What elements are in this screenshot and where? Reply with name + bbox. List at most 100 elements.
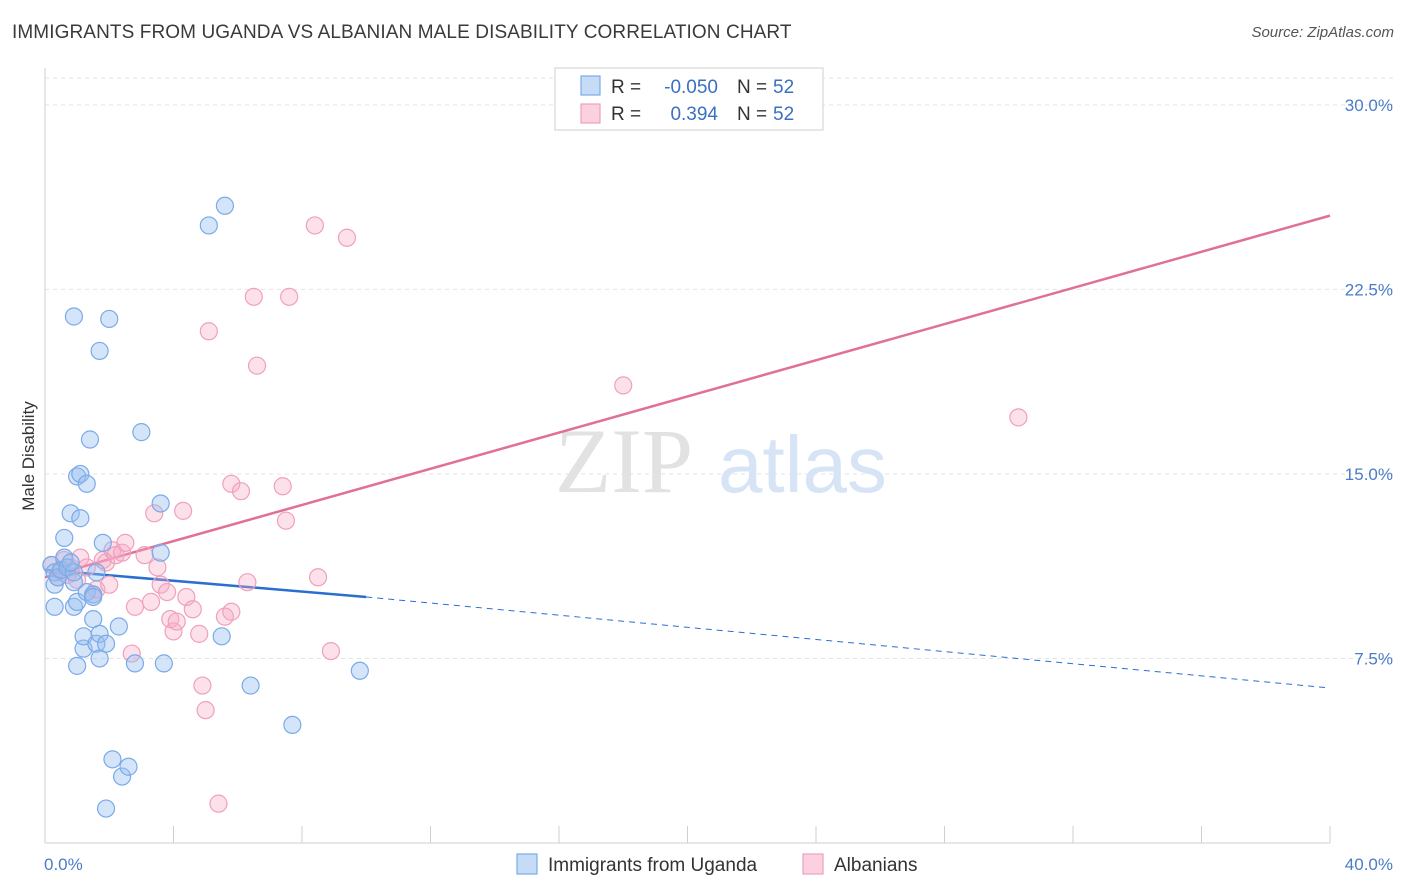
- point-albanians: [308, 568, 328, 587]
- point-albanians: [174, 501, 193, 520]
- point-albanians: [222, 602, 241, 621]
- source-label: Source: ZipAtlas.com: [1251, 24, 1394, 41]
- point-uganda: [132, 423, 151, 442]
- series-legend: Immigrants from Uganda Albanians: [516, 853, 917, 876]
- point-uganda: [87, 634, 106, 653]
- point-uganda: [112, 767, 132, 786]
- point-albanians: [280, 287, 299, 306]
- point-albanians: [167, 612, 186, 631]
- point-albanians: [151, 575, 170, 594]
- point-uganda: [215, 196, 234, 215]
- point-uganda: [96, 799, 116, 818]
- point-uganda: [151, 494, 170, 513]
- y-axis-label: Male Disability: [19, 401, 38, 511]
- point-albanians: [125, 597, 145, 616]
- y-tick-label: 15.0%: [1345, 465, 1393, 484]
- data-points: [42, 196, 1028, 818]
- point-uganda: [154, 654, 173, 673]
- point-albanians: [337, 228, 357, 247]
- legend-r-label-2: R =: [611, 104, 641, 125]
- series-legend-swatch-uganda: [516, 853, 538, 875]
- legend-n-value-2: 52: [773, 104, 794, 125]
- point-uganda: [77, 474, 96, 493]
- point-uganda: [109, 617, 128, 636]
- point-albanians: [145, 504, 164, 523]
- point-uganda: [61, 553, 80, 572]
- trend-line-albanians: [44, 214, 1331, 579]
- point-uganda: [71, 464, 90, 484]
- point-albanians: [231, 482, 251, 501]
- point-albanians: [190, 624, 209, 643]
- legend-swatch-albanians: [580, 103, 601, 124]
- y-tick-label: 7.5%: [1354, 649, 1393, 668]
- point-albanians: [100, 575, 119, 594]
- point-uganda: [100, 309, 119, 329]
- legend-r-value-1: -0.050: [664, 77, 718, 98]
- point-albanians: [164, 622, 183, 641]
- point-albanians: [116, 533, 135, 552]
- point-albanians: [273, 477, 292, 496]
- point-albanians: [135, 546, 154, 565]
- x-tick-label-max: 40.0%: [1345, 855, 1393, 874]
- point-albanians: [112, 543, 132, 562]
- point-uganda: [64, 573, 84, 592]
- watermark-zip: ZIP: [555, 410, 693, 512]
- point-uganda: [71, 509, 90, 528]
- chart-title: IMMIGRANTS FROM UGANDA VS ALBANIAN MALE …: [12, 22, 792, 43]
- correlation-legend: R = -0.050 N = 52 R = 0.394 N = 52: [554, 67, 824, 131]
- watermark: ZIP atlas: [555, 410, 887, 512]
- point-uganda: [119, 757, 138, 776]
- legend-n-value-1: 52: [773, 77, 794, 98]
- point-uganda: [68, 467, 87, 486]
- point-uganda: [84, 587, 103, 607]
- y-tick-label: 30.0%: [1345, 96, 1393, 115]
- point-albanians: [238, 573, 257, 592]
- point-albanians: [148, 558, 167, 577]
- legend-swatch-uganda: [580, 75, 601, 96]
- trend-lines: [44, 214, 1331, 689]
- point-uganda: [125, 654, 145, 673]
- point-albanians: [196, 701, 215, 720]
- point-uganda: [212, 627, 231, 646]
- trend-line-uganda: [44, 568, 367, 599]
- point-uganda: [90, 341, 109, 361]
- point-uganda: [96, 634, 116, 653]
- legend-r-value-2: 0.394: [670, 104, 718, 125]
- point-uganda: [199, 216, 218, 235]
- legend-n-label-2: N =: [737, 104, 767, 125]
- series-legend-swatch-albanians: [802, 853, 824, 875]
- point-uganda: [64, 563, 84, 582]
- point-albanians: [141, 592, 161, 611]
- point-uganda: [87, 563, 106, 582]
- grid-lines: [45, 77, 1395, 659]
- axes: [44, 68, 1331, 844]
- point-albanians: [209, 794, 228, 813]
- point-albanians: [193, 676, 212, 695]
- point-albanians: [157, 582, 177, 602]
- point-albanians: [183, 600, 202, 619]
- point-albanians: [276, 511, 296, 530]
- point-albanians: [247, 356, 267, 375]
- tick-labels: 7.5% 15.0% 22.5% 30.0% 0.0% 40.0%: [44, 96, 1393, 874]
- point-albanians: [122, 644, 141, 663]
- point-uganda: [90, 624, 109, 643]
- point-uganda: [151, 543, 170, 562]
- point-albanians: [614, 376, 633, 395]
- legend-r-label-1: R =: [611, 77, 641, 98]
- point-albanians: [321, 641, 341, 661]
- point-uganda: [61, 504, 80, 523]
- watermark-atlas: atlas: [718, 420, 887, 509]
- point-albanians: [222, 474, 241, 493]
- y-tick-label: 22.5%: [1345, 280, 1393, 299]
- point-uganda: [45, 597, 64, 616]
- point-albanians: [305, 216, 324, 235]
- point-uganda: [241, 676, 260, 695]
- series-legend-label-albanians: Albanians: [834, 855, 917, 876]
- point-uganda: [80, 430, 100, 449]
- trend-line-uganda-extension: [366, 596, 1331, 689]
- point-uganda: [103, 750, 122, 769]
- point-uganda: [68, 656, 87, 675]
- series-legend-label-uganda: Immigrants from Uganda: [548, 855, 758, 876]
- point-albanians: [1009, 408, 1028, 427]
- legend-n-label-1: N =: [737, 77, 767, 98]
